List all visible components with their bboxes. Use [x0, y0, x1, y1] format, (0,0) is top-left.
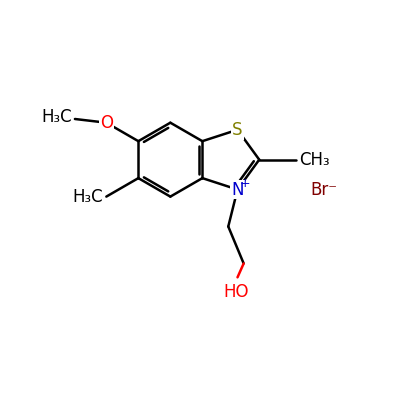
Text: CH₃: CH₃: [299, 151, 330, 169]
Text: Br⁻: Br⁻: [311, 182, 338, 200]
Text: S: S: [232, 121, 243, 139]
Text: +: +: [239, 177, 250, 190]
Text: N: N: [231, 180, 244, 198]
Text: O: O: [100, 114, 113, 132]
Text: H₃C: H₃C: [41, 108, 72, 126]
Text: H₃C: H₃C: [73, 188, 103, 206]
Text: HO: HO: [223, 284, 249, 302]
